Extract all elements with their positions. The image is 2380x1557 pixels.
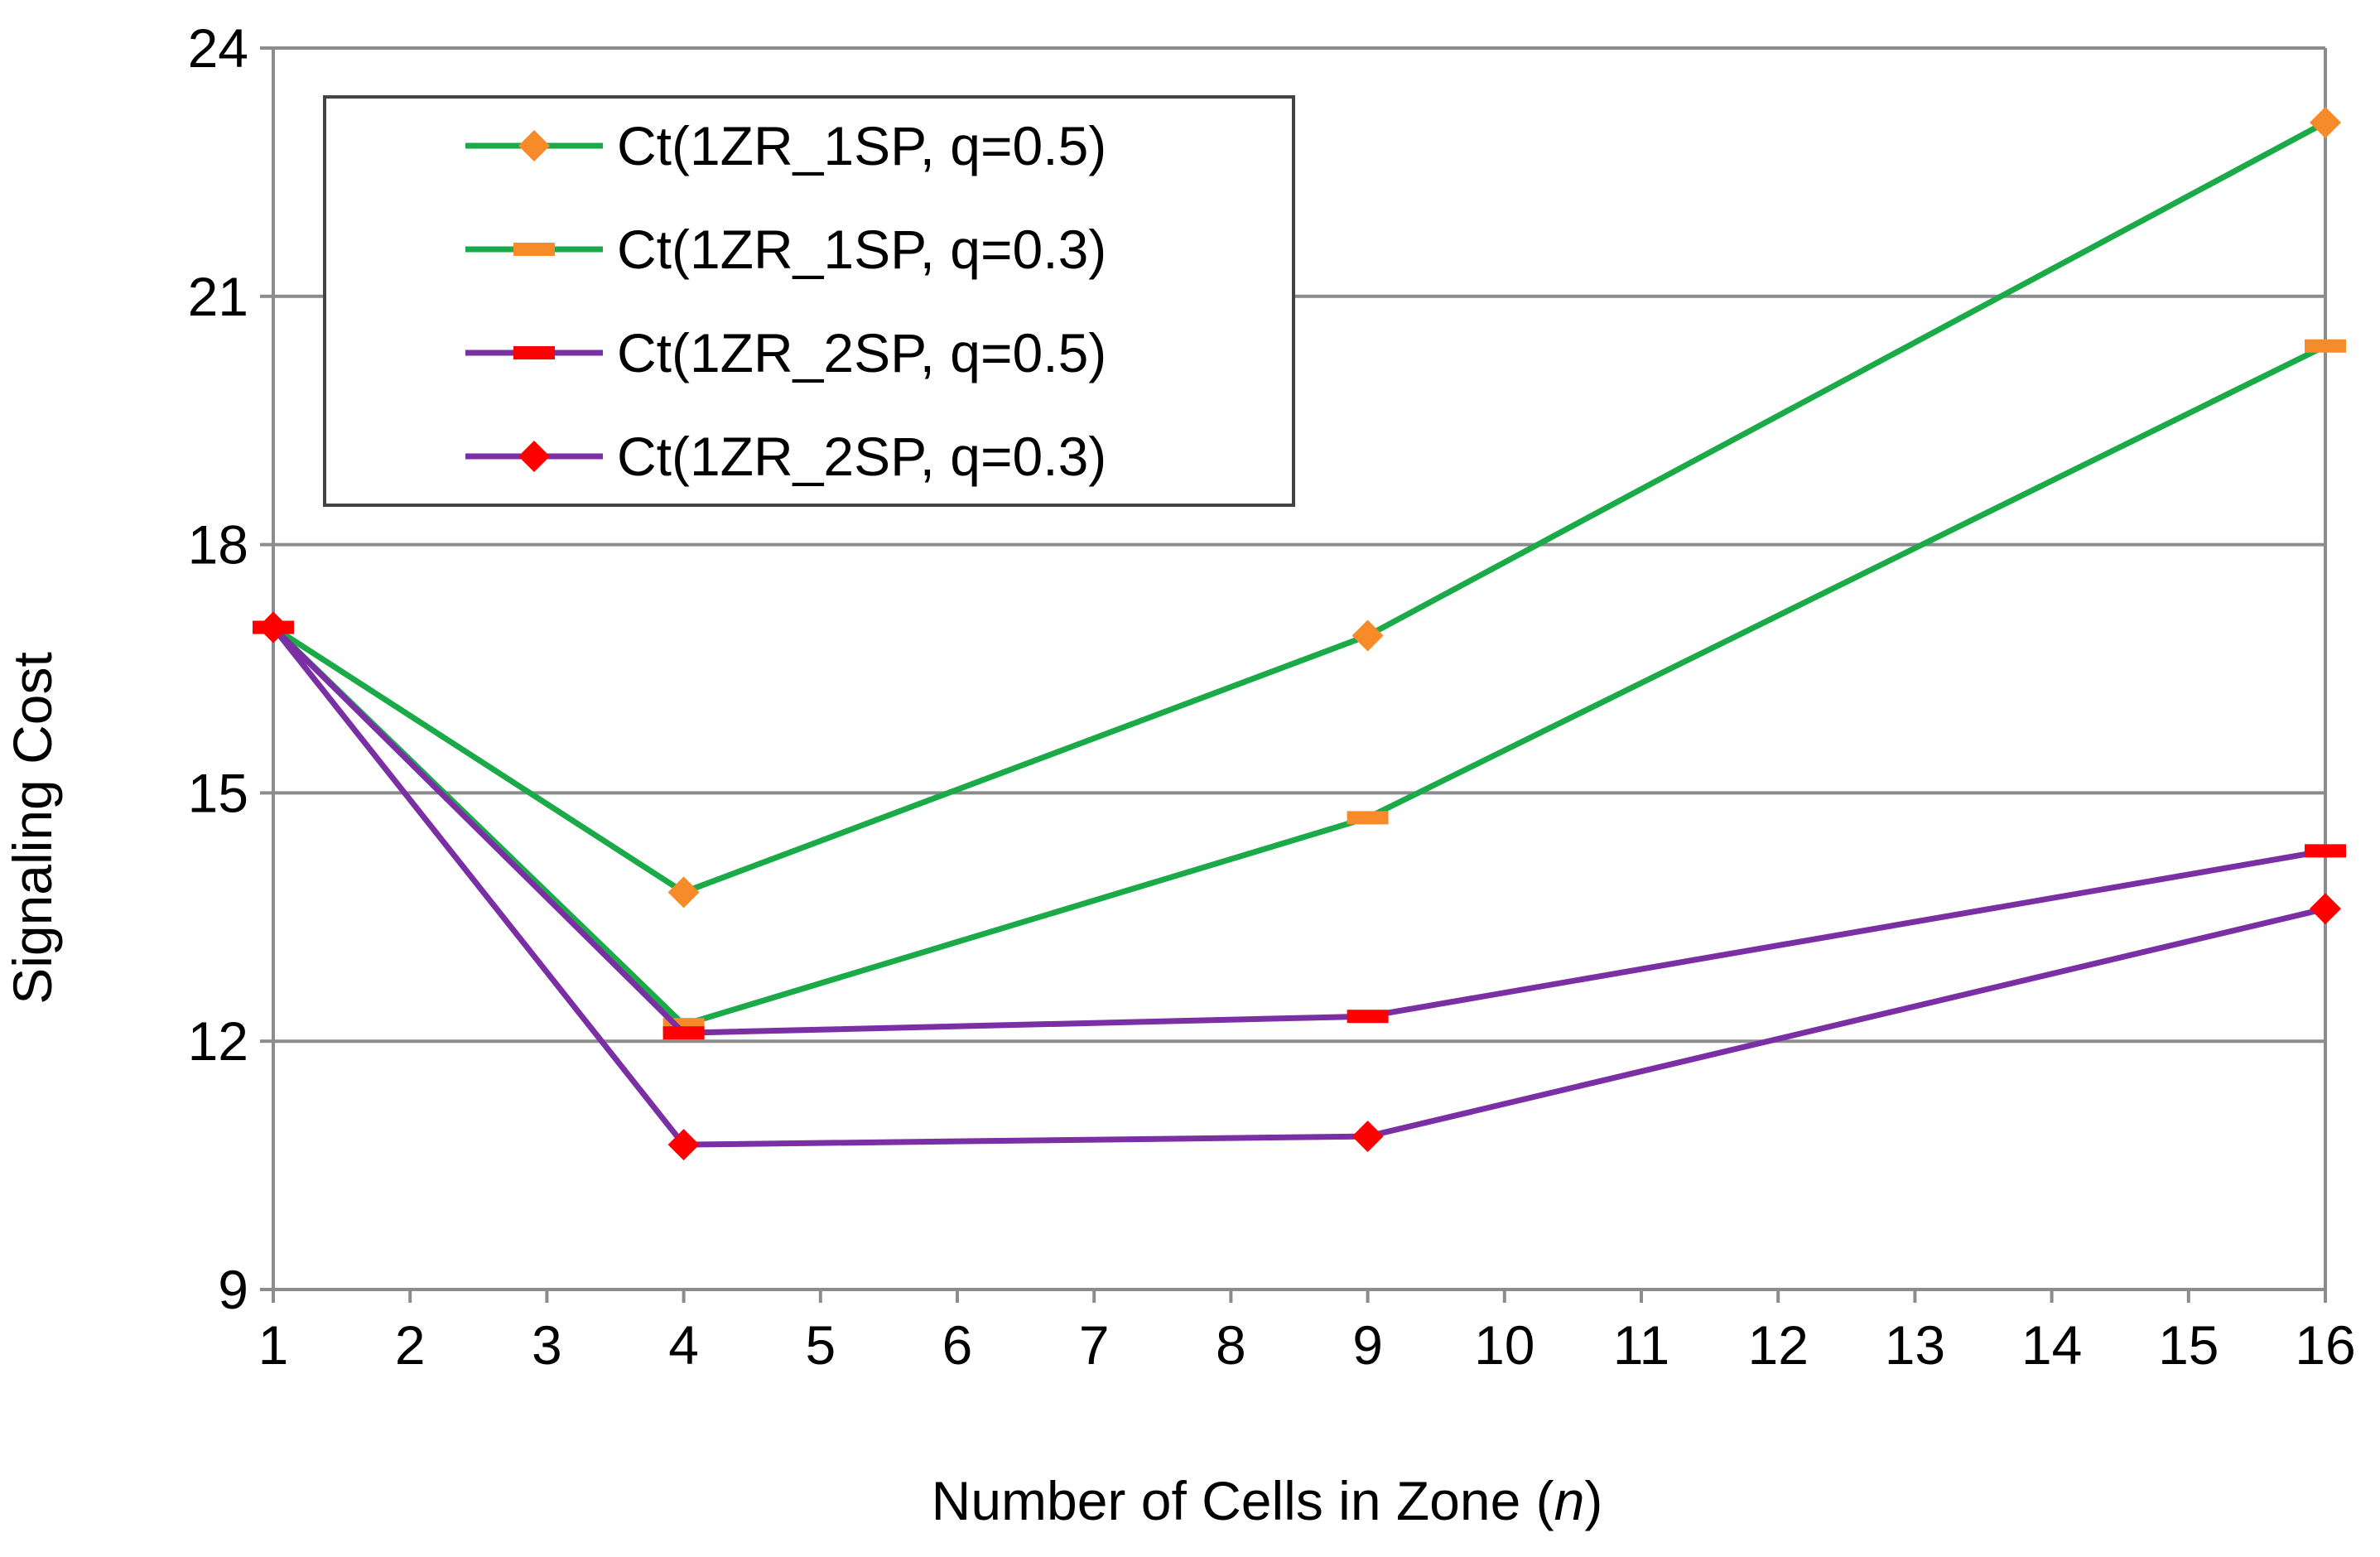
series-3-point-2 [662,1026,705,1040]
legend-marker-3 [513,346,555,359]
x-axis-label-variable: n [1554,1470,1585,1531]
series-2-point-3 [1347,811,1389,825]
y-tick-label-21: 21 [188,266,248,327]
legend-entry-1: Ct(1ZR_1SP, q=0.5) [465,115,1106,176]
series-1-point-4 [2310,106,2341,138]
legend-marker-2 [513,243,555,256]
legend-label-3: Ct(1ZR_2SP, q=0.5) [617,322,1106,383]
x-tick-label-2: 2 [395,1314,426,1376]
y-axis-label: Signaling Cost [2,652,63,1005]
series-3-point-4 [2305,844,2346,858]
legend: Ct(1ZR_1SP, q=0.5) Ct(1ZR_1SP, q=0.3) Ct(1… [323,95,1295,507]
x-tick-label-12: 12 [1747,1314,1808,1376]
x-tick-label-5: 5 [805,1314,836,1376]
x-tick-label-8: 8 [1216,1314,1246,1376]
x-tick-label-10: 10 [1474,1314,1534,1376]
legend-entry-3: Ct(1ZR_2SP, q=0.5) [465,322,1106,383]
series-4-point-4 [2310,893,2341,925]
legend-entry-2: Ct(1ZR_1SP, q=0.3) [465,219,1106,280]
legend-label-1: Ct(1ZR_1SP, q=0.5) [617,115,1106,176]
series-2 [253,339,2346,1032]
x-tick-label-1: 1 [258,1314,289,1376]
series-4-point-2 [667,1129,700,1161]
series-2-point-4 [2305,339,2346,353]
legend-marker-1 [518,130,550,161]
x-tick-label-6: 6 [942,1314,973,1376]
x-tick-label-16: 16 [2295,1314,2355,1376]
series-4-line [271,625,2326,1148]
legend-label-2: Ct(1ZR_1SP, q=0.3) [617,219,1106,280]
y-tick-label-24: 24 [188,17,248,79]
series-1-point-3 [1351,619,1384,652]
axes [260,46,2327,1303]
series-group [253,106,2346,1161]
series-4-point-3 [1351,1121,1384,1153]
x-tick-label-9: 9 [1352,1314,1383,1376]
x-tick-label-7: 7 [1079,1314,1110,1376]
y-tick-label-15: 15 [188,762,248,823]
legend-label-4: Ct(1ZR_2SP, q=0.3) [617,426,1106,487]
y-tick-label-12: 12 [188,1010,248,1072]
y-tick-label-9: 9 [218,1259,248,1320]
y-tick-label-18: 18 [188,514,248,576]
series-1-point-2 [667,876,700,909]
series-4 [258,611,2341,1161]
series-4-point-1 [258,611,289,644]
legend-entry-4: Ct(1ZR_2SP, q=0.3) [465,426,1106,487]
series-2-line [271,343,2327,1028]
legend-box [323,95,1295,507]
x-tick-label-14: 14 [2021,1314,2082,1376]
x-tick-label-13: 13 [1885,1314,1945,1376]
x-axis-label-end: ) [1584,1470,1602,1531]
x-tick-label-4: 4 [668,1314,699,1376]
x-tick-label-15: 15 [2158,1314,2219,1376]
series-3-line [271,625,2326,1036]
x-axis-label-main: Number of Cells in Zone ( [932,1470,1554,1531]
x-axis-label: Number of Cells in Zone (n) [932,1470,1603,1531]
x-tick-label-11: 11 [1613,1314,1670,1376]
series-3-point-3 [1347,1010,1389,1024]
legend-marker-4 [518,441,550,472]
series-1-line [272,119,2327,895]
x-tick-label-3: 3 [532,1314,562,1376]
